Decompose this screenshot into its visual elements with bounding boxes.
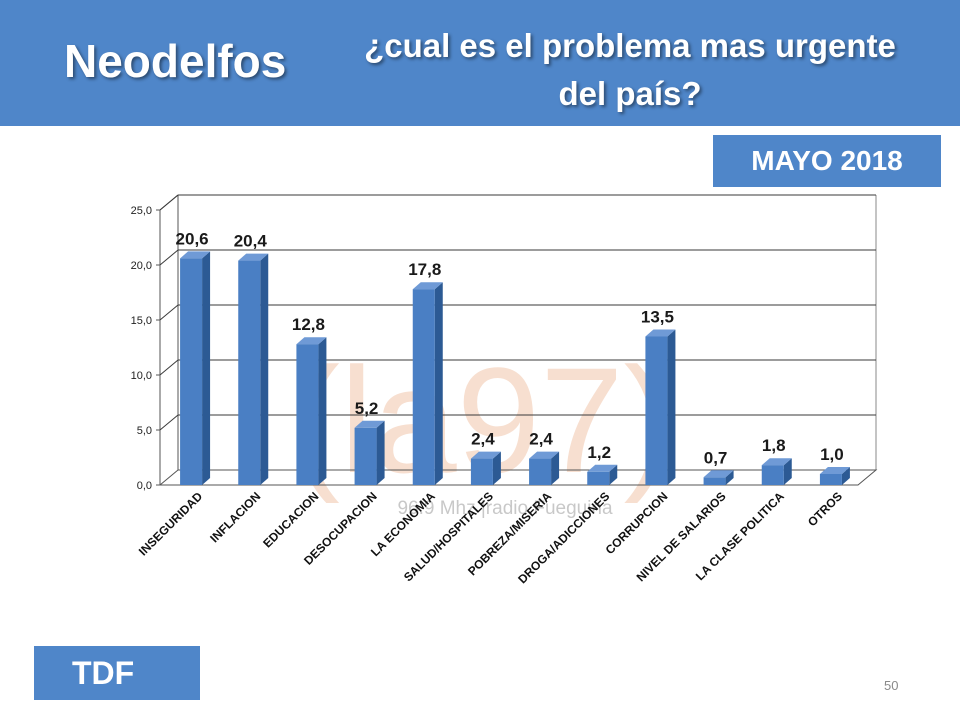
- value-label: 20,6: [176, 229, 209, 248]
- bar-corrupcion: [645, 329, 676, 485]
- question-line-2: del país?: [558, 75, 702, 112]
- bar-educacion: [296, 337, 327, 485]
- bar-salud-hospitales: [470, 451, 501, 485]
- bar-desocupacion: [354, 420, 385, 485]
- gridline-side: [159, 194, 179, 211]
- bar-la-economia: [412, 282, 443, 485]
- bar-droga-adicciones: [587, 464, 618, 485]
- value-label: 0,7: [704, 448, 728, 467]
- date-badge: MAYO 2018: [713, 135, 941, 187]
- gridline-side: [159, 359, 179, 376]
- question-line-1: ¿cual es el problema mas urgente: [364, 27, 896, 64]
- value-label: 2,4: [529, 430, 553, 449]
- survey-question: ¿cual es el problema mas urgente del paí…: [330, 22, 930, 118]
- bar-nivel-de-salarios: [703, 470, 734, 485]
- value-label: 20,4: [234, 232, 268, 251]
- bar-la-clase-politica: [761, 458, 792, 485]
- gridline-side: [159, 249, 179, 266]
- value-label: 1,2: [587, 443, 611, 462]
- value-labels: 20,6 20,4 12,8 5,2 17,8 2,4 2,4 1,2 13,5 0,7 1,8 1,…: [176, 229, 844, 467]
- x-tick-label: INFLACION: [207, 489, 263, 545]
- value-label: 5,2: [355, 399, 379, 418]
- gridline-side: [159, 304, 179, 321]
- value-label: 1,0: [820, 445, 844, 464]
- region-badge: TDF: [34, 646, 200, 700]
- watermark-caption: 96.9 Mhz |radio Fueguina: [397, 498, 613, 519]
- y-tick-label: 5,0: [137, 425, 152, 437]
- y-axis-ticks: 0,0 5,0 10,0 15,0 20,0 25,0: [131, 205, 160, 492]
- page-number: 50: [884, 678, 899, 693]
- gridline-side: [159, 414, 179, 431]
- header-banner: Neodelfos ¿cual es el problema mas urgen…: [0, 0, 960, 126]
- y-tick-label: 0,0: [137, 480, 152, 492]
- value-label: 1,8: [762, 436, 786, 455]
- x-tick-label: OTROS: [805, 489, 845, 529]
- value-label: 2,4: [471, 430, 495, 449]
- value-label: 17,8: [408, 260, 441, 279]
- y-tick-label: 15,0: [131, 315, 152, 327]
- gridlines: [158, 194, 878, 486]
- watermark: (la97) 96.9 Mhz |radio Fueguina: [290, 336, 674, 519]
- value-label: 13,5: [641, 308, 674, 327]
- bar-otros: [819, 467, 850, 485]
- x-axis-labels: INSEGURIDAD INFLACIONEDUCACIONDESOCUPACIO…: [136, 489, 845, 586]
- y-tick-label: 20,0: [131, 260, 152, 272]
- bar-inflacion: [238, 253, 269, 485]
- x-tick-label: INSEGURIDAD: [136, 489, 206, 559]
- y-tick-label: 10,0: [131, 370, 152, 382]
- y-tick-label: 25,0: [131, 205, 152, 217]
- value-label: 12,8: [292, 315, 325, 334]
- bar-inseguridad: [180, 251, 211, 485]
- bar-pobreza-miseria: [529, 451, 560, 485]
- bars: [180, 251, 850, 485]
- brand-title: Neodelfos: [64, 35, 287, 87]
